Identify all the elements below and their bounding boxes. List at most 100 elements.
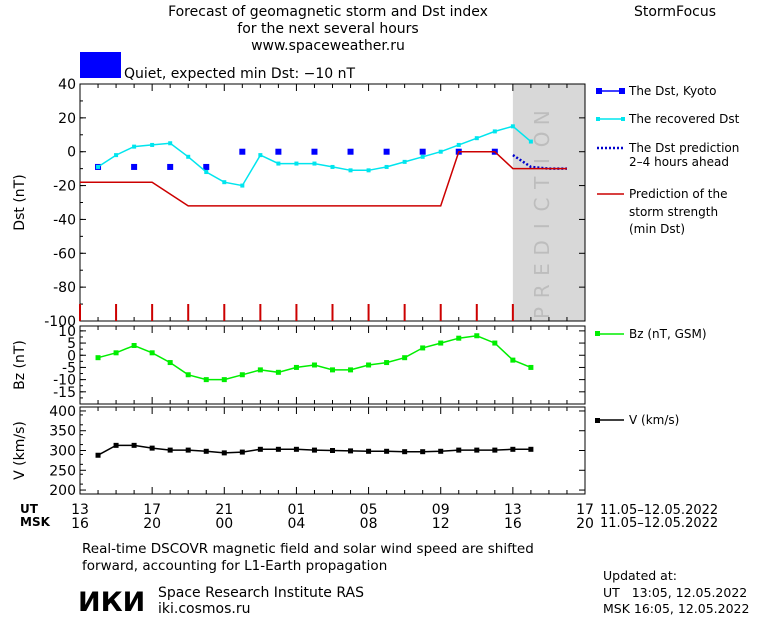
msk-axis-label: MSK [20,515,51,529]
dst-recovered-point [492,129,497,134]
bz-ytick-label: -15 [53,385,76,401]
dst-kyoto-point [383,148,390,155]
dst-recovered-point [474,136,479,141]
dst-recovered-point [114,153,119,158]
updated-msk: MSK 16:05, 12.05.2022 [603,601,749,616]
legend-kyoto-label: The Dst, Kyoto [628,84,716,98]
status-color-box [80,52,121,78]
dst-recovered-point [186,154,191,159]
bz-point [311,362,317,368]
v-point [384,448,390,454]
v-point [221,450,227,456]
dst-recovered-point [132,144,137,149]
dst-recovered-point [510,124,515,129]
prediction-label-letter: T [530,176,554,190]
dst-recovered-point [96,164,101,169]
msk-tick-label: 04 [288,516,306,532]
dst-ytick-label: -60 [53,246,76,262]
dst-kyoto-point [167,163,174,170]
footer-note-line-2: forward, accounting for L1-Earth propaga… [82,558,387,574]
v-point [492,447,498,453]
prediction-label-letter: O [530,132,554,148]
dst-ytick-label: 20 [58,111,76,127]
ut-tick-label: 17 [576,502,594,518]
dst-recovered-point [366,168,371,173]
prediction-label-letter: I [530,223,554,229]
bz-point [203,377,209,383]
v-point [149,445,155,451]
dst-kyoto-point [275,148,282,155]
legend-recovered-label: The recovered Dst [628,112,740,126]
legend-storm-label-2: storm strength [629,205,718,219]
dst-kyoto-point [311,148,318,155]
bz-ytick-label: 0 [67,348,76,364]
bz-point [330,367,335,373]
dst-recovered-point [222,180,227,185]
bz-point [95,355,101,361]
legend-kyoto-marker-b [619,88,625,94]
legend-prediction-label-2: 2–4 hours ahead [629,155,729,169]
legend-v-label: V (km/s) [629,413,679,427]
dst-recovered-point [276,161,281,166]
dst-recovered-point [330,164,335,169]
legend-storm-label-1: Prediction of the [629,187,728,201]
ut-axis-label: UT [20,502,39,516]
bz-point [257,367,263,373]
dst-recovered-point [402,159,407,164]
bz-point [149,350,155,356]
v-point [456,447,462,453]
legend-recovered-marker-b [621,117,625,121]
bz-point [384,360,390,366]
dst-ytick-label: -40 [53,212,76,228]
v-point [131,442,137,448]
v-point [293,446,299,452]
msk-tick-label: 08 [360,516,378,532]
v-point [330,448,335,453]
v-point [348,448,354,454]
bz-point [420,345,426,351]
v-point [311,447,317,453]
bz-point [113,350,119,356]
v-ytick-label: 250 [49,463,76,479]
title-line-3: www.spaceweather.ru [251,38,405,54]
dst-recovered-point [456,142,461,147]
prediction-label-letter: D [530,240,554,255]
bz-point [438,340,444,346]
bz-point [492,340,498,346]
dst-panel-frame [79,83,586,322]
bz-point [456,335,462,341]
ut-tick-label: 21 [215,502,233,518]
v-point [438,448,444,454]
dst-recovered-point [258,153,263,158]
prediction-label-letter: I [530,158,554,164]
storm-strength-line [80,150,567,207]
dst-kyoto-point [131,163,138,170]
prediction-label-letter: C [530,198,554,212]
v-point [510,446,516,452]
prediction-label-letter: E [530,263,554,276]
dst-ytick-label: 40 [58,77,76,93]
legend-bz-label: Bz (nT, GSM) [629,327,707,341]
bz-point [221,377,227,383]
dst-recovered-point [420,154,425,159]
msk-tick-label: 20 [576,516,594,532]
brand-label: StormFocus [634,4,716,20]
institute-name: Space Research Institute RAS [158,585,364,601]
dst-recovered-point [240,183,245,188]
dst-ytick-label: 0 [67,145,76,161]
dst-recovered-point [348,168,353,173]
status-text: Quiet, expected min Dst: −10 nT [124,66,356,82]
msk-date-range: 11.05–12.05.2022 [600,516,718,531]
v-point [420,449,426,455]
ut-tick-label: 17 [143,502,161,518]
bz-point [366,362,372,368]
dst-ytick-label: -20 [53,179,76,195]
bz-ytick-label: 5 [67,336,76,352]
v-point [257,446,263,452]
v-ytick-label: 200 [49,483,76,499]
dst-recovered-point [312,161,317,166]
bz-ytick-label: -5 [62,360,76,376]
